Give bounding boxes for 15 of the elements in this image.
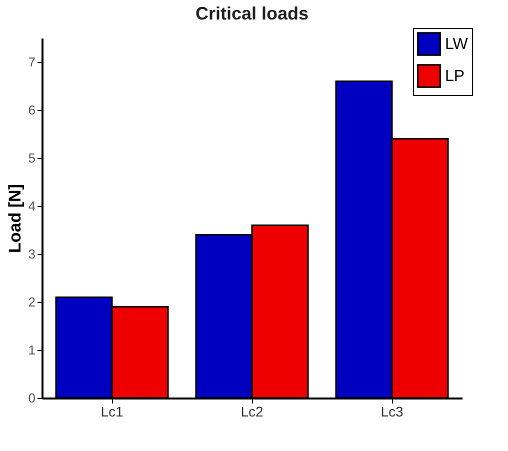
y-tick-label: 7	[28, 54, 36, 70]
y-tick-label: 3	[28, 246, 36, 262]
x-tick-label: Lc2	[240, 404, 264, 420]
y-tick-label: 6	[28, 102, 36, 118]
y-tick-label: 2	[28, 294, 36, 310]
y-tick-label: 5	[28, 150, 36, 166]
y-tick-label: 1	[28, 342, 36, 358]
x-tick-label: Lc1	[100, 404, 124, 420]
legend-label: LW	[445, 36, 469, 53]
y-tick-label: 0	[28, 390, 36, 406]
y-axis-title: Load [N]	[5, 184, 24, 253]
legend-label: LP	[445, 68, 465, 85]
x-tick-label: Lc3	[380, 404, 404, 420]
y-tick-label: 4	[28, 198, 36, 214]
chart-title: Critical loads	[195, 4, 309, 24]
